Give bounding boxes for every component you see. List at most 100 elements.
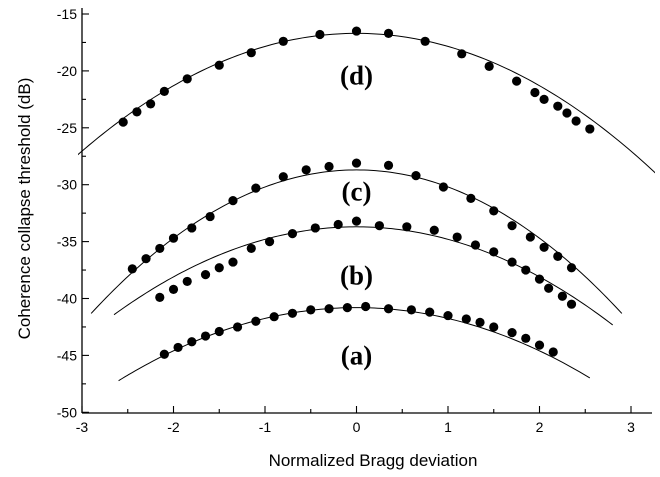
y-tick-label: -50	[57, 404, 77, 420]
data-point	[159, 349, 169, 359]
data-point	[457, 49, 467, 59]
data-point	[228, 257, 238, 267]
data-point	[521, 333, 531, 343]
data-point	[475, 317, 485, 327]
data-point	[534, 274, 545, 284]
data-point	[287, 229, 298, 239]
y-tick-label: -35	[57, 234, 77, 250]
data-points	[118, 26, 595, 359]
data-point	[301, 165, 311, 175]
data-point	[553, 101, 563, 111]
data-point	[251, 316, 261, 326]
data-point	[228, 196, 238, 206]
data-point	[470, 240, 481, 250]
data-point	[507, 328, 517, 338]
data-point	[324, 304, 334, 314]
data-point	[544, 283, 554, 293]
data-point	[361, 301, 371, 312]
data-point	[200, 270, 211, 280]
data-point	[214, 326, 224, 337]
data-point	[438, 182, 449, 192]
x-tick-label: 3	[627, 419, 635, 435]
data-point	[287, 308, 298, 318]
data-point	[251, 183, 261, 193]
data-point	[246, 48, 256, 58]
data-point	[512, 76, 522, 86]
data-point	[306, 305, 316, 315]
series-label: (b)	[340, 261, 373, 291]
data-point	[562, 108, 572, 118]
data-point	[566, 263, 577, 273]
data-point	[324, 161, 334, 172]
data-point	[246, 243, 256, 254]
data-point	[534, 340, 545, 350]
x-tick-label: -1	[259, 419, 272, 435]
data-point	[132, 107, 142, 117]
data-point	[205, 211, 215, 222]
data-point	[214, 263, 224, 273]
y-tick-label: -15	[57, 6, 77, 22]
y-axis-title: Coherence collapse threshold (dB)	[15, 78, 34, 340]
y-tick-label: -25	[57, 120, 77, 136]
data-point	[182, 74, 192, 84]
data-point	[351, 158, 362, 168]
data-point	[264, 237, 275, 247]
data-point	[429, 225, 439, 235]
data-point	[214, 60, 224, 70]
data-point	[411, 171, 421, 181]
data-point	[406, 305, 416, 315]
data-point	[155, 243, 165, 254]
data-point	[127, 264, 137, 274]
data-point	[383, 28, 394, 38]
data-point	[484, 61, 494, 71]
data-point	[585, 124, 595, 134]
data-point	[278, 36, 288, 46]
data-point	[351, 216, 362, 226]
data-point	[402, 222, 412, 232]
y-tick-label: -40	[57, 291, 77, 307]
axis-ticks: -3 -2 -1 0 1 2 3 -50 -45 -40 -35 -30 -25 -20 -15	[57, 6, 635, 435]
data-point	[557, 291, 567, 301]
data-point	[173, 342, 183, 353]
data-point	[315, 29, 325, 40]
x-tick-label: -3	[76, 419, 89, 435]
x-tick-label: 0	[353, 419, 361, 435]
data-point	[539, 242, 549, 252]
series-label: (c)	[342, 177, 372, 207]
data-point	[553, 251, 563, 261]
data-point	[168, 284, 179, 294]
x-tick-label: -2	[167, 419, 180, 435]
fit-curve	[118, 307, 591, 382]
data-point	[530, 87, 540, 98]
data-point	[351, 26, 362, 36]
y-tick-label: -45	[57, 347, 77, 363]
data-point	[383, 160, 394, 170]
data-point	[155, 292, 165, 302]
data-point	[425, 307, 435, 317]
data-point	[507, 257, 517, 267]
data-point	[333, 219, 343, 230]
data-point	[461, 314, 471, 324]
data-point	[571, 116, 581, 126]
data-point	[159, 86, 169, 96]
data-point	[310, 223, 320, 233]
data-point	[525, 232, 535, 242]
data-point	[200, 331, 211, 341]
data-point	[187, 337, 197, 347]
data-point	[269, 312, 279, 322]
x-axis-title: Normalized Bragg deviation	[269, 451, 478, 470]
data-point	[452, 232, 462, 242]
data-point	[548, 347, 558, 357]
series-label: (a)	[341, 340, 372, 370]
data-point	[566, 299, 577, 309]
series-labels: (a) (b) (c) (d)	[340, 60, 373, 370]
data-point	[146, 99, 156, 109]
data-point	[539, 94, 549, 104]
data-point	[420, 36, 430, 46]
data-point	[232, 322, 243, 332]
y-tick-label: -30	[57, 177, 77, 193]
data-point	[521, 265, 531, 275]
data-point	[168, 233, 179, 243]
